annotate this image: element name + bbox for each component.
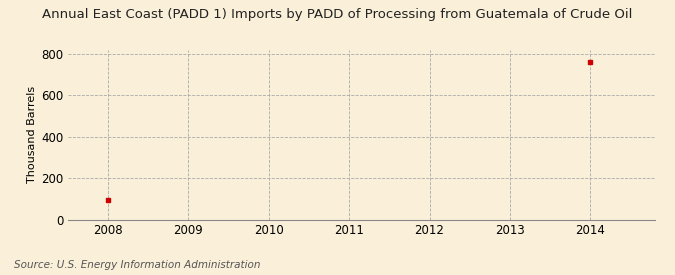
Y-axis label: Thousand Barrels: Thousand Barrels [27, 86, 37, 183]
Text: Source: U.S. Energy Information Administration: Source: U.S. Energy Information Administ… [14, 260, 260, 270]
Text: Annual East Coast (PADD 1) Imports by PADD of Processing from Guatemala of Crude: Annual East Coast (PADD 1) Imports by PA… [43, 8, 632, 21]
